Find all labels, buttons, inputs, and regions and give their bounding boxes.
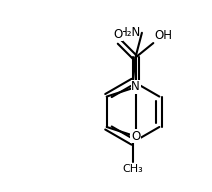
Text: H₂N: H₂N: [119, 26, 141, 39]
Text: CH₃: CH₃: [123, 164, 143, 174]
Text: N: N: [131, 80, 140, 93]
Text: O: O: [114, 28, 123, 41]
Text: OH: OH: [154, 29, 172, 42]
Text: O: O: [131, 130, 140, 143]
